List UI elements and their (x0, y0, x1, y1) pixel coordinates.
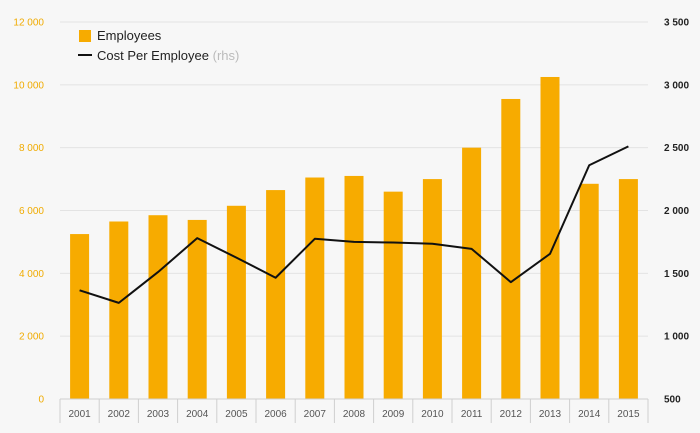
bar-employees (266, 190, 286, 399)
left-tick-label: 0 (38, 395, 44, 406)
bar-employees (226, 205, 246, 399)
x-tick-label: 2014 (578, 409, 601, 420)
left-tick-label: 10 000 (13, 80, 44, 91)
bar-employees (148, 215, 168, 399)
x-tick-label: 2002 (108, 409, 131, 420)
x-tick-label: 2013 (539, 409, 562, 420)
x-tick-label: 2008 (343, 409, 366, 420)
left-tick-label: 12 000 (13, 18, 44, 29)
x-tick-label: 2003 (147, 409, 170, 420)
bar-employees (187, 219, 207, 399)
bar-employees (501, 98, 521, 400)
right-tick-label: 1 500 (664, 269, 689, 280)
right-tick-label: 1 000 (664, 332, 689, 343)
legend: Employees Cost Per Employee (rhs) (78, 28, 239, 63)
bar-employees (305, 177, 325, 399)
right-axis: 500 1 000 1 500 2 000 2 500 3 000 3 500 (664, 18, 689, 406)
line-series-cost-per-employee (79, 145, 629, 304)
bar-employees (422, 179, 442, 399)
legend-employees-label: Employees (97, 28, 162, 43)
right-tick-label: 3 500 (664, 18, 689, 29)
x-tick-label: 2004 (186, 409, 209, 420)
x-tick-label: 2009 (382, 409, 405, 420)
legend-employees-swatch (79, 30, 91, 42)
bar-employees (70, 234, 90, 399)
bar-employees (344, 175, 364, 399)
legend-rhs-note: (rhs) (213, 48, 240, 63)
bar-employees (540, 76, 560, 400)
right-tick-label: 2 000 (664, 206, 689, 217)
x-tick-label: 2006 (264, 409, 287, 420)
legend-cost-per-employee-label: Cost Per Employee (rhs) (97, 48, 239, 63)
left-tick-label: 4 000 (19, 269, 44, 280)
x-axis: 2001 2002 2003 2004 2005 2006 2007 2008 2009 2010… (59, 398, 649, 423)
x-tick-label: 2015 (617, 409, 640, 420)
x-tick-label: 2010 (421, 409, 444, 420)
x-tick-label: 2012 (500, 409, 523, 420)
bar-employees (579, 183, 599, 399)
bar-employees (383, 191, 403, 399)
bar-employees (462, 147, 482, 399)
x-tick-label: 2007 (304, 409, 327, 420)
x-tick-label: 2001 (68, 409, 91, 420)
x-tick-label: 2005 (225, 409, 248, 420)
right-tick-label: 500 (664, 395, 681, 406)
x-tick-label: 2011 (461, 409, 483, 420)
left-tick-label: 6 000 (19, 206, 44, 217)
left-tick-label: 8 000 (19, 143, 44, 154)
bar-employees (109, 221, 129, 399)
bar-series-employees (70, 76, 638, 400)
left-axis: 0 2 000 4 000 6 000 8 000 10 000 12 000 (13, 18, 44, 406)
bar-employees (618, 179, 638, 399)
right-tick-label: 3 000 (664, 80, 689, 91)
left-tick-label: 2 000 (19, 332, 44, 343)
right-tick-label: 2 500 (664, 143, 689, 154)
